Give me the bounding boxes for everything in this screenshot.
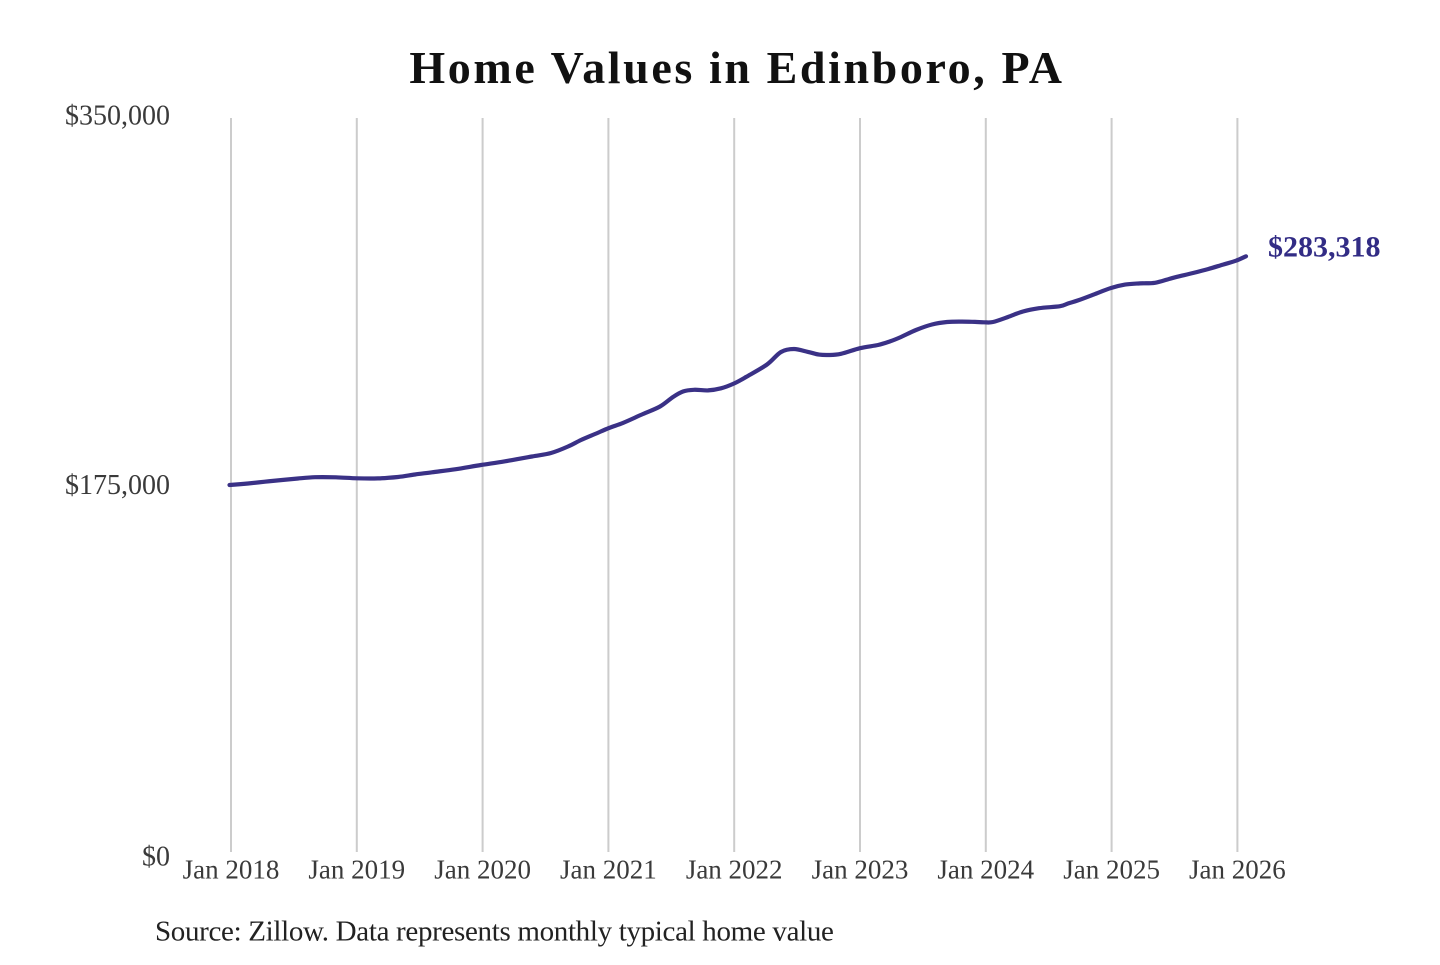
svg-text:Jan 2024: Jan 2024	[937, 855, 1034, 885]
svg-text:Jan 2020: Jan 2020	[434, 855, 531, 885]
svg-text:Home Values in Edinboro, PA: Home Values in Edinboro, PA	[409, 42, 1064, 93]
svg-text:Source: Zillow. Data represent: Source: Zillow. Data represents monthly …	[155, 916, 834, 948]
svg-text:Jan 2023: Jan 2023	[812, 855, 909, 885]
svg-text:Jan 2025: Jan 2025	[1063, 855, 1160, 885]
svg-text:$0: $0	[142, 842, 170, 873]
svg-text:Jan 2022: Jan 2022	[686, 855, 783, 885]
svg-text:Jan 2018: Jan 2018	[183, 855, 280, 885]
svg-text:Jan 2019: Jan 2019	[308, 855, 405, 885]
svg-text:$175,000: $175,000	[65, 470, 170, 501]
svg-text:Jan 2021: Jan 2021	[560, 855, 657, 885]
svg-text:$283,318: $283,318	[1268, 231, 1381, 264]
svg-text:$350,000: $350,000	[65, 101, 170, 132]
svg-text:Jan 2026: Jan 2026	[1189, 855, 1286, 885]
